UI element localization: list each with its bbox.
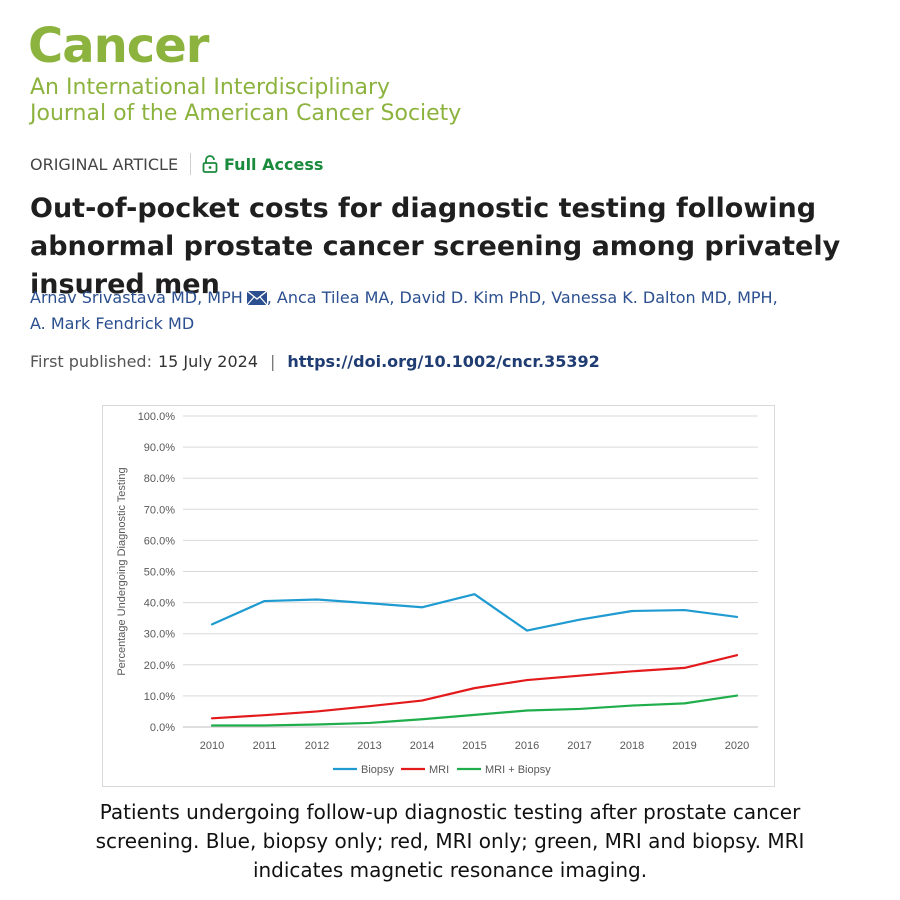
y-tick-label: 0.0% bbox=[150, 722, 175, 734]
access-badge[interactable]: Full Access bbox=[224, 154, 324, 174]
x-tick-label: 2020 bbox=[725, 740, 749, 752]
article-type: ORIGINAL ARTICLE bbox=[30, 154, 179, 174]
article-meta: ORIGINAL ARTICLE Full Access bbox=[30, 152, 323, 176]
x-tick-label: 2015 bbox=[462, 740, 486, 752]
legend-label: Biopsy bbox=[361, 764, 395, 776]
series-line bbox=[210, 694, 739, 727]
y-axis-label: Percentage Undergoing Diagnostic Testing bbox=[116, 467, 128, 675]
line-chart: 0.0% 10.0% 20.0% 30.0% 40.0% 50.0% 60.0% 70.0% 8… bbox=[102, 405, 775, 787]
y-tick-label: 40.0% bbox=[144, 598, 175, 610]
x-tick-label: 2010 bbox=[200, 740, 224, 752]
author-link[interactable]: A. Mark Fendrick MD bbox=[30, 314, 195, 333]
y-tick-label: 100.0% bbox=[138, 411, 176, 423]
x-tick-label: 2016 bbox=[515, 740, 539, 752]
divider bbox=[190, 153, 192, 175]
y-tick-label: 70.0% bbox=[144, 504, 175, 516]
figure-caption: Patients undergoing follow-up diagnostic… bbox=[95, 800, 805, 882]
y-tick-label: 30.0% bbox=[144, 629, 175, 641]
x-tick-label: 2017 bbox=[567, 740, 591, 752]
x-tick-label: 2011 bbox=[253, 740, 277, 752]
y-tick-label: 20.0% bbox=[144, 660, 175, 672]
unlock-icon bbox=[202, 155, 218, 173]
published-label: First published: bbox=[30, 352, 152, 371]
x-tick-label: 2013 bbox=[357, 740, 381, 752]
x-tick-label: 2012 bbox=[305, 740, 329, 752]
journal-subtitle-line2: Journal of the American Cancer Society bbox=[30, 101, 462, 126]
author-list: Arnav Srivastava MD, MPH, Anca Tilea MA,… bbox=[30, 287, 778, 333]
publication-info: First published: 15 July 2024 | https://… bbox=[30, 352, 600, 371]
y-tick-label: 60.0% bbox=[144, 535, 175, 547]
journal-subtitle-line1: An International Interdisciplinary bbox=[30, 75, 391, 100]
legend-label: MRI + Biopsy bbox=[485, 764, 551, 776]
x-tick-label: 2014 bbox=[410, 740, 434, 752]
author-link[interactable]: Vanessa K. Dalton MD, MPH bbox=[551, 288, 773, 307]
divider: | bbox=[270, 352, 276, 371]
envelope-icon[interactable] bbox=[246, 287, 268, 306]
y-tick-label: 50.0% bbox=[144, 567, 175, 579]
published-date: 15 July 2024 bbox=[157, 352, 258, 371]
author-name: Arnav Srivastava MD, MPH bbox=[30, 288, 243, 307]
y-tick-label: 80.0% bbox=[144, 473, 175, 485]
doi-link[interactable]: https://doi.org/10.1002/cncr.35392 bbox=[287, 352, 600, 371]
author-link[interactable]: Arnav Srivastava MD, MPH bbox=[30, 287, 268, 307]
legend-label: MRI bbox=[429, 764, 449, 776]
series-line bbox=[210, 654, 739, 720]
y-tick-label: 10.0% bbox=[144, 691, 175, 703]
x-tick-label: 2018 bbox=[620, 740, 644, 752]
x-tick-label: 2019 bbox=[672, 740, 696, 752]
author-link[interactable]: Anca Tilea MA bbox=[276, 288, 390, 307]
series-line bbox=[210, 593, 739, 632]
chart-svg: 0.0% 10.0% 20.0% 30.0% 40.0% 50.0% 60.0% 70.0% 8… bbox=[116, 411, 758, 776]
y-tick-label: 90.0% bbox=[144, 442, 175, 454]
author-link[interactable]: David D. Kim PhD bbox=[399, 288, 542, 307]
journal-subtitle: An International Interdisciplinary Journ… bbox=[30, 75, 461, 127]
journal-title: Cancer bbox=[28, 18, 209, 74]
article-title: Out-of-pocket costs for diagnostic testi… bbox=[30, 193, 841, 300]
